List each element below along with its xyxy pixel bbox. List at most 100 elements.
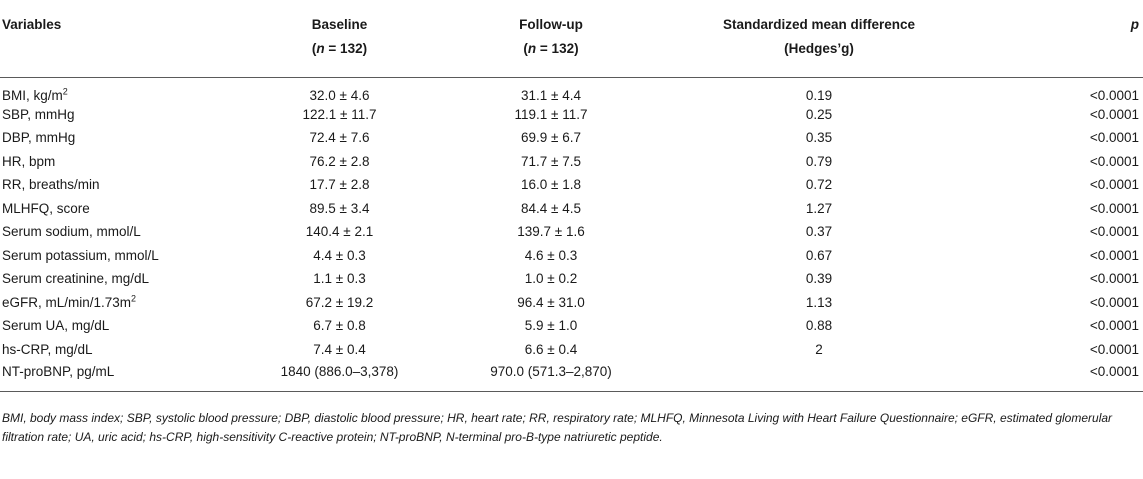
cell-p: <0.0001 [1089, 177, 1139, 193]
table-footnote: BMI, body mass index; SBP, systolic bloo… [2, 411, 1113, 444]
cell-followup: 16.0 ± 1.8 [521, 177, 581, 193]
cell-variable: Serum sodium, mmol/L [0, 220, 238, 244]
header-row: Variables Baseline (n = 132) Follow-up (… [0, 5, 1143, 77]
results-table: Variables Baseline (n = 132) Follow-up (… [0, 5, 1143, 392]
cell-baseline: 6.7 ± 0.8 [313, 318, 366, 334]
variable-label: RR, breaths/min [2, 177, 100, 193]
cell-followup: 970.0 (571.3–2,870) [490, 364, 612, 380]
cell-baseline: 17.7 ± 2.8 [309, 177, 370, 193]
cell-baseline: 72.4 ± 7.6 [309, 130, 370, 146]
cell-p: <0.0001 [1089, 364, 1139, 380]
cell-followup: 84.4 ± 4.5 [521, 200, 581, 216]
cell-followup: 96.4 ± 31.0 [517, 294, 585, 310]
cell-p: <0.0001 [1089, 153, 1139, 169]
cell-followup: 69.9 ± 6.7 [521, 130, 581, 146]
table-body: BMI, kg/m2 32.0 ± 4.6 31.1 ± 4.4 0.19 <0.000… [0, 77, 1143, 391]
table-row: Serum potassium, mmol/L 4.4 ± 0.3 4.6 ± 0.… [0, 244, 1143, 268]
cell-smd: 0.67 [805, 247, 833, 263]
cell-variable: MLHFQ, score [0, 197, 238, 221]
variable-label: BMI, kg/m [2, 87, 63, 103]
cell-p: <0.0001 [1089, 200, 1139, 216]
variable-label: NT-proBNP, pg/mL [2, 364, 115, 380]
header-smd-line1: Standardized mean difference [722, 17, 916, 32]
header-baseline: Baseline (n = 132) [238, 5, 441, 77]
variable-label: Serum sodium, mmol/L [2, 224, 141, 240]
variable-label: MLHFQ, score [2, 200, 90, 216]
header-baseline-n-value: = 132 [328, 41, 363, 56]
table-row: RR, breaths/min 17.7 ± 2.8 16.0 ± 1.8 0.72 <… [0, 173, 1143, 197]
table-row: SBP, mmHg 122.1 ± 11.7 119.1 ± 11.7 0.25 <0.… [0, 103, 1143, 127]
cell-smd: 0.88 [805, 318, 833, 334]
cell-baseline: 76.2 ± 2.8 [309, 153, 370, 169]
cell-smd: 0.25 [805, 106, 833, 122]
variable-label: DBP, mmHg [2, 130, 76, 146]
cell-smd: 1.27 [805, 200, 833, 216]
cell-baseline: 89.5 ± 3.4 [309, 200, 370, 216]
cell-variable: SBP, mmHg [0, 103, 238, 127]
cell-variable: RR, breaths/min [0, 173, 238, 197]
cell-followup: 119.1 ± 11.7 [514, 106, 588, 122]
header-smd-line2: (Hedges’g) [784, 41, 854, 56]
table-row: eGFR, mL/min/1.73m2 67.2 ± 19.2 96.4 ± 31.… [0, 291, 1143, 315]
cell-variable: HR, bpm [0, 150, 238, 174]
variable-superscript: 2 [131, 293, 137, 304]
table-row: Serum creatinine, mg/dL 1.1 ± 0.3 1.0 ± 0.… [0, 267, 1143, 291]
variable-superscript: 2 [62, 86, 68, 96]
cell-followup: 6.6 ± 0.4 [524, 341, 578, 357]
header-p: p [1130, 17, 1139, 32]
cell-p: <0.0001 [1089, 87, 1139, 103]
cell-smd: 1.13 [805, 294, 833, 310]
cell-baseline: 1840 (886.0–3,378) [280, 364, 399, 380]
header-followup-n: (n = 132) [523, 41, 579, 56]
cell-followup: 1.0 ± 0.2 [524, 271, 578, 287]
cell-p: <0.0001 [1089, 341, 1139, 357]
variable-label: hs-CRP, mg/dL [2, 341, 93, 357]
cell-variable: Serum UA, mg/dL [0, 314, 238, 338]
table-row: MLHFQ, score 89.5 ± 3.4 84.4 ± 4.5 1.27 <0.0… [0, 197, 1143, 221]
cell-p: <0.0001 [1089, 247, 1139, 263]
header-baseline-n-symbol: n [316, 41, 325, 56]
cell-p: <0.0001 [1089, 130, 1139, 146]
variable-label: Serum creatinine, mg/dL [2, 271, 150, 287]
cell-variable: DBP, mmHg [0, 126, 238, 150]
cell-p: <0.0001 [1089, 106, 1139, 122]
table-row: DBP, mmHg 72.4 ± 7.6 69.9 ± 6.7 0.35 <0.0001 [0, 126, 1143, 150]
cell-followup: 71.7 ± 7.5 [521, 153, 581, 169]
header-followup: Follow-up (n = 132) [441, 5, 661, 77]
cell-baseline: 4.4 ± 0.3 [313, 247, 366, 263]
header-variables: Variables [2, 17, 62, 32]
cell-baseline: 1.1 ± 0.3 [313, 271, 366, 287]
cell-smd: 0.35 [805, 130, 833, 146]
cell-variable: Serum creatinine, mg/dL [0, 267, 238, 291]
variable-label: SBP, mmHg [2, 106, 75, 122]
cell-followup: 4.6 ± 0.3 [524, 247, 578, 263]
cell-smd: 0.37 [805, 224, 833, 240]
variable-label: HR, bpm [2, 153, 56, 169]
cell-baseline: 7.4 ± 0.4 [313, 341, 366, 357]
cell-smd [661, 361, 977, 391]
header-smd: Standardized mean difference (Hedges’g) [661, 5, 977, 77]
cell-p: <0.0001 [1089, 271, 1139, 287]
cell-baseline: 67.2 ± 19.2 [305, 294, 374, 310]
table-row: Serum UA, mg/dL 6.7 ± 0.8 5.9 ± 1.0 0.88 <0.… [0, 314, 1143, 338]
table-row: HR, bpm 76.2 ± 2.8 71.7 ± 7.5 0.79 <0.0001 [0, 150, 1143, 174]
table-row: Serum sodium, mmol/L 140.4 ± 2.1 139.7 ± 1… [0, 220, 1143, 244]
table-row: NT-proBNP, pg/mL 1840 (886.0–3,378) 970.0 … [0, 361, 1143, 391]
cell-variable: NT-proBNP, pg/mL [0, 361, 238, 391]
cell-p: <0.0001 [1089, 294, 1139, 310]
cell-variable: Serum potassium, mmol/L [0, 244, 238, 268]
cell-baseline: 140.4 ± 2.1 [305, 224, 374, 240]
table-header: Variables Baseline (n = 132) Follow-up (… [0, 5, 1143, 77]
cell-baseline: 122.1 ± 11.7 [302, 106, 377, 122]
header-followup-n-value: = 132 [539, 41, 575, 56]
table-row: hs-CRP, mg/dL 7.4 ± 0.4 6.6 ± 0.4 2 <0.0001 [0, 338, 1143, 362]
header-baseline-label: Baseline [311, 17, 368, 32]
table-row: BMI, kg/m2 32.0 ± 4.6 31.1 ± 4.4 0.19 <0.000… [0, 77, 1143, 103]
cell-smd: 0.72 [805, 177, 833, 193]
variable-label: Serum UA, mg/dL [2, 318, 110, 334]
variable-label: eGFR, mL/min/1.73m [2, 294, 132, 310]
cell-followup: 139.7 ± 1.6 [517, 224, 585, 240]
cell-variable: eGFR, mL/min/1.73m2 [0, 291, 238, 315]
cell-smd: 0.39 [805, 271, 833, 287]
